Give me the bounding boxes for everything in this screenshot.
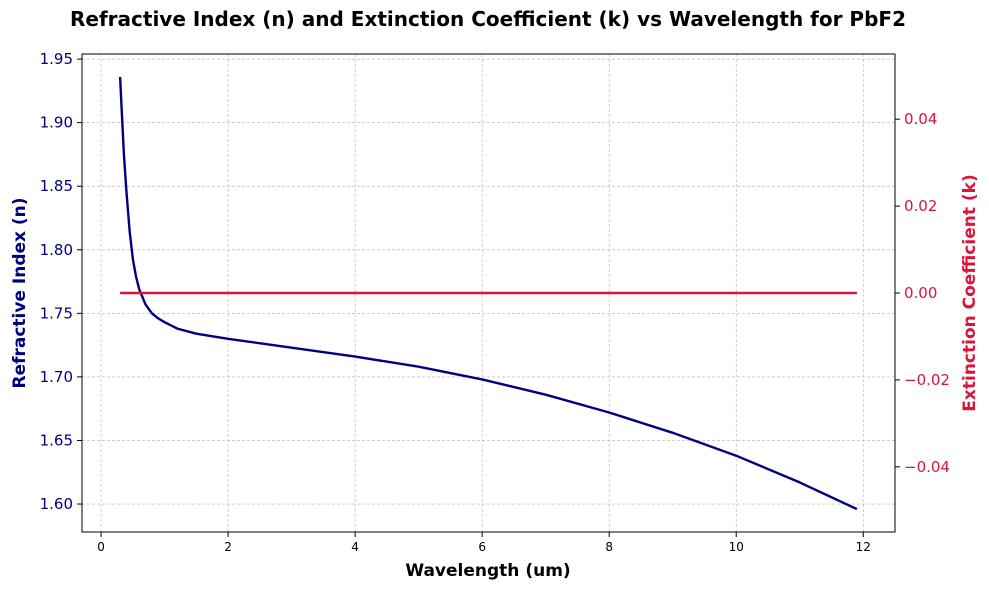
x-tick-label: 4 [351, 540, 359, 554]
x-tick-label: 8 [605, 540, 613, 554]
series-layer [118, 76, 858, 511]
y-left-tick-label: 1.65 [40, 431, 73, 449]
x-tick-label: 10 [729, 540, 744, 554]
y-right-tick-label: 0.00 [904, 284, 937, 302]
y-left-tick-label: 1.85 [40, 177, 73, 195]
y-right-tick-label: 0.02 [904, 197, 937, 215]
y-left-tick-label: 1.75 [40, 304, 73, 322]
y-right-axis-ticks: −0.04 −0.02 0.00 0.02 0.04 [895, 110, 950, 476]
y-left-tick-label: 1.90 [40, 114, 73, 132]
y-left-tick-label: 1.95 [40, 50, 73, 68]
y-right-axis-label: Extinction Coefficient (k) [960, 174, 980, 411]
y-right-tick-label: −0.04 [904, 458, 950, 476]
y-right-tick-label: −0.02 [904, 371, 950, 389]
y-left-tick-label: 1.60 [40, 495, 73, 513]
x-tick-label: 2 [224, 540, 232, 554]
y-left-tick-label: 1.70 [40, 368, 73, 386]
x-tick-label: 12 [856, 540, 871, 554]
x-axis-label: Wavelength (um) [405, 561, 570, 581]
y-left-axis-ticks: 1.60 1.65 1.70 1.75 1.80 1.85 1.90 1.95 [40, 50, 82, 513]
x-tick-label: 0 [97, 540, 105, 554]
y-right-tick-label: 0.04 [904, 110, 937, 128]
series-line-n [118, 76, 858, 511]
chart-title: Refractive Index (n) and Extinction Coef… [70, 7, 906, 31]
y-left-tick-label: 1.80 [40, 241, 73, 259]
x-axis-ticks: 0 2 4 6 8 10 12 [97, 532, 871, 554]
y-left-axis-label: Refractive Index (n) [10, 197, 30, 388]
grid-lines [82, 54, 895, 532]
x-tick-label: 6 [478, 540, 486, 554]
